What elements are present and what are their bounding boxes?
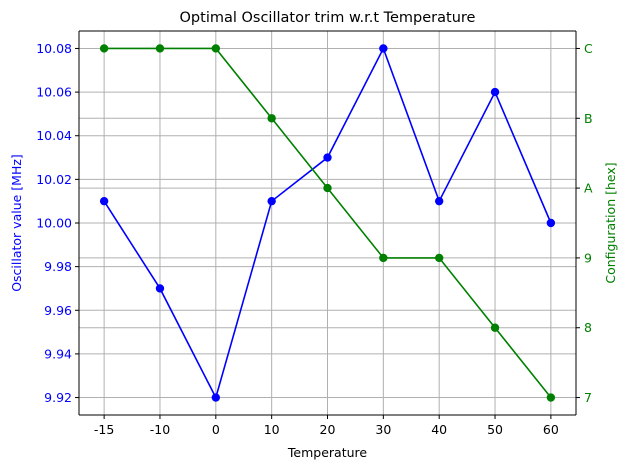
data-point-left xyxy=(434,196,444,206)
data-point-left xyxy=(211,393,221,402)
y-right-tick-label: C xyxy=(584,41,593,56)
data-point-right xyxy=(99,44,109,53)
x-tick-label: 0 xyxy=(212,422,220,437)
y-left-axis-title: Oscillator value [MHz] xyxy=(9,154,24,292)
x-axis-title: Temperature xyxy=(287,445,367,460)
y-right-tick-label: 9 xyxy=(584,250,592,265)
y-right-axis-title: Configuration [hex] xyxy=(603,162,618,283)
data-point-right xyxy=(546,393,556,402)
data-point-left xyxy=(99,196,109,206)
grid-layer xyxy=(79,31,576,415)
y-right-tick-label: A xyxy=(584,181,593,196)
data-point-right xyxy=(379,253,388,263)
x-tick-label: 40 xyxy=(431,422,447,437)
data-point-right xyxy=(155,44,165,53)
x-tick-label: 30 xyxy=(375,422,391,437)
y-left-tick-label: 9.92 xyxy=(44,390,72,405)
chart-title: Optimal Oscillator trim w.r.t Temperatur… xyxy=(180,10,476,26)
y-left-tick-label: 10.00 xyxy=(36,216,72,231)
data-point-right xyxy=(323,183,332,193)
y-left-tick-label: 10.04 xyxy=(36,128,72,143)
data-point-left xyxy=(379,44,388,53)
series-layer xyxy=(99,44,556,402)
x-tick-label: -10 xyxy=(150,422,170,437)
y-left-tick-label: 9.98 xyxy=(44,259,72,274)
data-point-left xyxy=(267,196,276,206)
y-right-tick-label: B xyxy=(584,111,593,126)
x-tick-label: 50 xyxy=(487,422,503,437)
data-point-right xyxy=(211,44,221,53)
y-right-tick-label: 7 xyxy=(584,390,592,405)
y-left-tick-label: 10.02 xyxy=(36,172,72,187)
x-tick-label: 60 xyxy=(543,422,559,437)
data-point-left xyxy=(323,153,332,162)
y-right-tick-label: 8 xyxy=(584,320,592,335)
data-point-right xyxy=(434,253,444,263)
x-tick-label: 20 xyxy=(320,422,336,437)
data-point-left xyxy=(490,87,500,97)
y-left-tick-label: 9.96 xyxy=(44,303,72,318)
y-left-tick-label: 10.08 xyxy=(36,41,72,56)
data-point-left xyxy=(546,218,556,228)
y-left-tick-label: 9.94 xyxy=(44,346,72,361)
x-tick-label: 10 xyxy=(264,422,280,437)
data-point-right xyxy=(490,323,500,332)
data-point-right xyxy=(267,114,276,123)
data-point-left xyxy=(155,284,165,293)
x-tick-label: -15 xyxy=(94,422,114,437)
axes-layer: -15 -10 0 10 20 30 40 50 60 9.92 9.94 9.96 9.98 10.00… xyxy=(36,30,593,437)
y-left-tick-label: 10.06 xyxy=(36,85,72,100)
